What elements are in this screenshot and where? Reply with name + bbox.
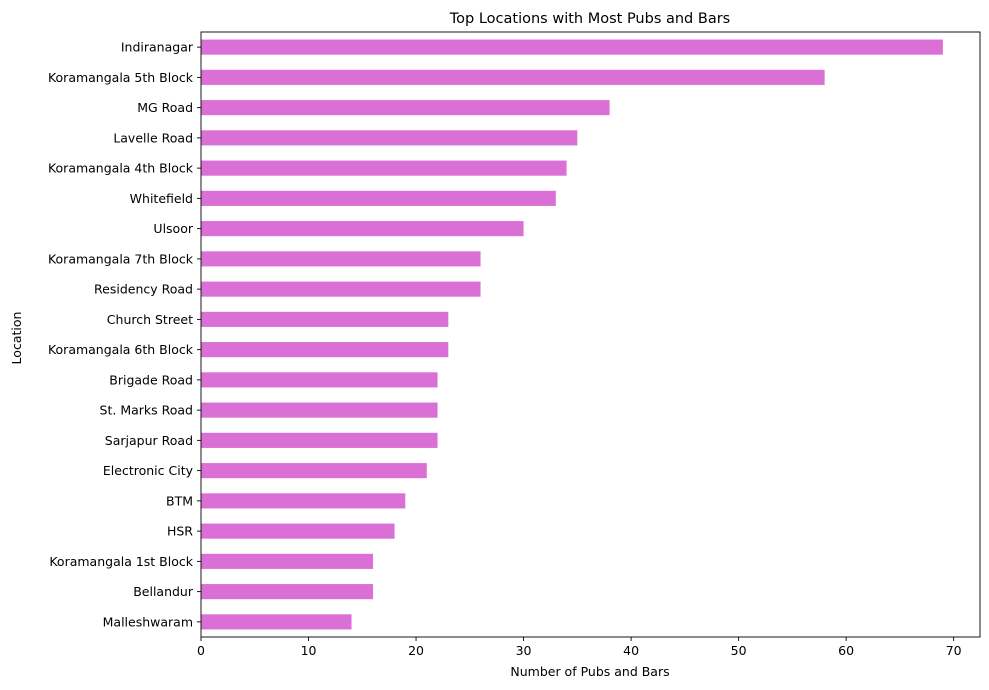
x-tick-label: 30 bbox=[516, 643, 532, 658]
bar bbox=[201, 100, 610, 116]
y-tick-label: Church Street bbox=[107, 312, 193, 327]
bar bbox=[201, 614, 352, 630]
y-tick-label: Brigade Road bbox=[109, 372, 193, 387]
y-tick-label: Koramangala 5th Block bbox=[48, 70, 194, 85]
bar bbox=[201, 553, 374, 569]
bar bbox=[201, 160, 567, 176]
y-tick-label: Koramangala 1st Block bbox=[49, 554, 193, 569]
y-tick-label: BTM bbox=[166, 493, 193, 508]
bar bbox=[201, 432, 438, 448]
bar bbox=[201, 251, 481, 267]
x-tick-label: 10 bbox=[301, 643, 317, 658]
y-tick-label: Bellandur bbox=[133, 584, 194, 599]
bar bbox=[201, 39, 943, 55]
axes-frame bbox=[200, 31, 981, 638]
y-tick-label: Indiranagar bbox=[121, 40, 194, 55]
bar bbox=[201, 130, 578, 146]
x-tick-label: 20 bbox=[408, 643, 424, 658]
y-tick-label: Malleshwaram bbox=[103, 614, 193, 629]
y-tick-label: Sarjapur Road bbox=[105, 433, 193, 448]
bar bbox=[201, 523, 395, 539]
bar bbox=[201, 493, 406, 509]
bar bbox=[201, 372, 438, 388]
bar bbox=[201, 342, 449, 358]
bar bbox=[201, 69, 825, 85]
x-tick-label: 40 bbox=[623, 643, 639, 658]
x-tick-label: 0 bbox=[197, 643, 205, 658]
y-tick-label: Koramangala 6th Block bbox=[48, 342, 194, 357]
y-tick-label: Koramangala 7th Block bbox=[48, 251, 194, 266]
y-tick-label: Electronic City bbox=[103, 463, 194, 478]
plot-area: Indiranagar Koramangala 5th Block MG Road L… bbox=[48, 31, 981, 658]
y-tick-label: Whitefield bbox=[130, 191, 193, 206]
bar bbox=[201, 281, 481, 297]
bar bbox=[201, 311, 449, 327]
bar bbox=[201, 463, 427, 479]
x-axis-label: Number of Pubs and Bars bbox=[510, 664, 669, 679]
x-tick-label: 70 bbox=[946, 643, 962, 658]
y-tick-label: HSR bbox=[167, 524, 193, 539]
y-tick-label: Koramangala 4th Block bbox=[48, 161, 194, 176]
y-tick-label: Lavelle Road bbox=[113, 130, 193, 145]
y-tick-label: MG Road bbox=[137, 100, 193, 115]
chart-title: Top Locations with Most Pubs and Bars bbox=[449, 11, 730, 27]
x-tick-label: 50 bbox=[731, 643, 747, 658]
y-axis-label: Location bbox=[9, 312, 24, 365]
y-tick-label: St. Marks Road bbox=[100, 403, 193, 418]
y-tick-label: Ulsoor bbox=[153, 221, 193, 236]
y-tick-label: Residency Road bbox=[94, 282, 193, 297]
x-tick-label: 60 bbox=[838, 643, 854, 658]
bar bbox=[201, 584, 374, 600]
bar bbox=[201, 221, 524, 237]
bar bbox=[201, 190, 556, 206]
bar bbox=[201, 402, 438, 418]
